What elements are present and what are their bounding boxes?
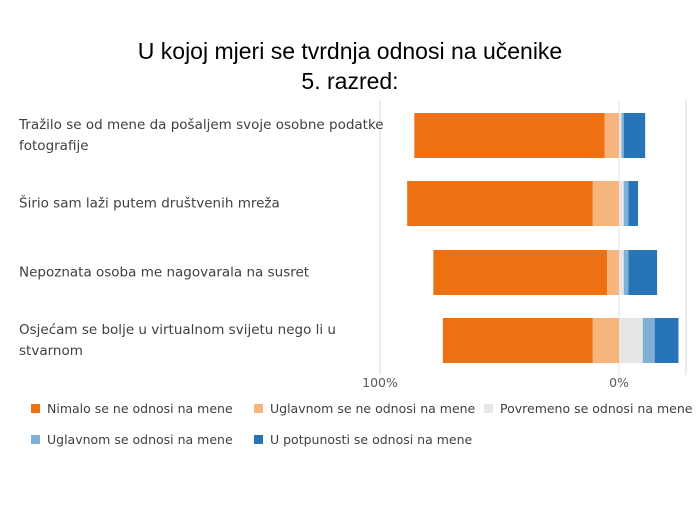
bar-segment — [619, 250, 624, 295]
bar-segment — [407, 181, 593, 226]
category-label: Širio sam laži putem društvenih mreža — [19, 194, 280, 212]
bar-segment — [623, 250, 629, 295]
bar-segment — [619, 181, 624, 226]
bar-segment — [628, 250, 658, 295]
category-label: stvarnom — [19, 343, 83, 359]
bar-segment — [592, 318, 619, 363]
x-tick-label: 100% — [362, 375, 398, 390]
legend-swatch — [254, 435, 263, 444]
bar-segment — [654, 318, 679, 363]
chart-title-line2: 5. razred: — [301, 68, 399, 94]
legend-label: Uglavnom se odnosi na mene — [47, 432, 233, 447]
bar-segment — [619, 113, 622, 158]
bar-segment — [592, 181, 619, 226]
bar-segment — [642, 318, 655, 363]
bar-segment — [442, 318, 593, 363]
bar-segment — [628, 181, 639, 226]
bar-segment — [621, 113, 624, 158]
x-tick-label: 0% — [609, 375, 629, 390]
legend-swatch — [254, 404, 263, 413]
legend-label: Uglavnom se ne odnosi na mene — [270, 401, 476, 416]
bar-segment — [623, 181, 629, 226]
legend-swatch — [484, 404, 493, 413]
legend-label: U potpunosti se odnosi na mene — [270, 432, 473, 447]
bar-segment — [619, 318, 643, 363]
category-label: Osjećam se bolje u virtualnom svijetu ne… — [19, 322, 336, 338]
legend-label: Nimalo se ne odnosi na mene — [47, 401, 233, 416]
chart-title-line1: U kojoj mjeri se tvrdnja odnosi na učeni… — [137, 38, 563, 64]
bar-segment — [604, 113, 619, 158]
legend-swatch — [31, 435, 40, 444]
category-label: fotografije — [19, 138, 89, 154]
legend-swatch — [31, 404, 40, 413]
legend-label: Povremeno se odnosi na mene — [500, 401, 693, 416]
bar-segment — [607, 250, 619, 295]
category-label: Nepoznata osoba me nagovarala na susret — [19, 265, 309, 281]
bar-segment — [623, 113, 646, 158]
bar-segment — [433, 250, 608, 295]
bar-segment — [414, 113, 605, 158]
category-label: Tražilo se od mene da pošaljem svoje oso… — [18, 117, 384, 133]
